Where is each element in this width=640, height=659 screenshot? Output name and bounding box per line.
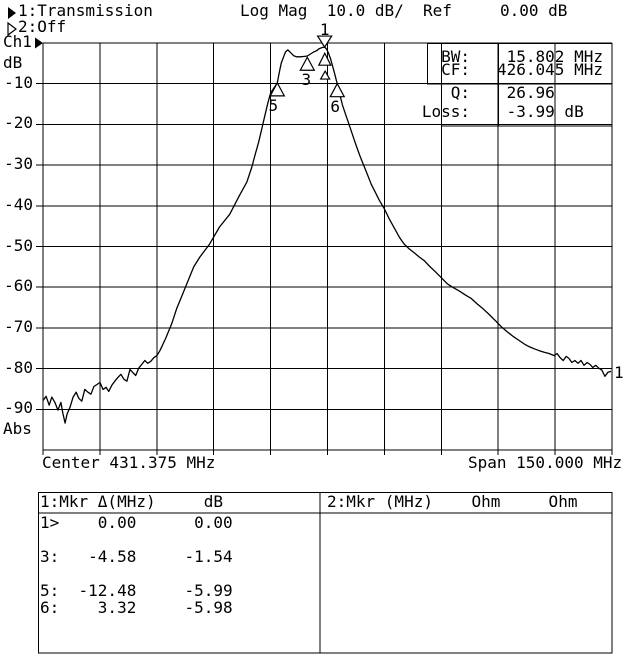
cf-label: CF: — [441, 60, 470, 79]
marker-up-triangle-icon[interactable] — [319, 69, 331, 80]
y-tick-label: -50 — [4, 235, 33, 255]
marker-label-6: 6 — [330, 96, 341, 116]
trace1-definition[interactable]: 1:Transmission — [18, 1, 153, 20]
marker-up-triangle-icon[interactable] — [269, 81, 286, 97]
marker-table2-header: 2:Mkr (MHz) Ohm Ohm — [327, 492, 578, 511]
marker-label-5: 5 — [268, 95, 279, 115]
marker-up-triangle-icon[interactable] — [329, 82, 346, 98]
loss-value: -3.99 dB — [497, 102, 584, 121]
marker-down-triangle-icon[interactable] — [316, 35, 333, 49]
q-label: Q: — [450, 83, 470, 102]
loss-label: Loss: — [421, 102, 470, 121]
measurement-format: Log Mag 10.0 dB/ Ref — [240, 1, 452, 20]
trace-number-label: 1 — [614, 363, 624, 382]
axis-unit-label: dB — [3, 53, 23, 72]
abs-scale-label: Abs — [3, 419, 32, 438]
y-tick-label: -70 — [4, 316, 33, 336]
marker-table1-header: 1:Mkr Δ(MHz) dB — [40, 492, 224, 511]
y-tick-label: -10 — [4, 72, 33, 92]
cf-value: 426.045 MHz — [497, 60, 603, 79]
y-tick-label: -20 — [4, 113, 33, 133]
marker-table2-border — [319, 492, 613, 654]
trace-polyline — [42, 46, 612, 424]
reference-value: 0.00 dB — [500, 1, 568, 20]
y-tick-label: -80 — [4, 357, 33, 377]
q-value: 26.96 — [497, 83, 555, 102]
y-tick-label: -60 — [4, 276, 33, 296]
open-right-triangle-icon — [7, 21, 17, 37]
y-tick-label: -40 — [4, 194, 33, 214]
marker-label-1: 1 — [319, 20, 330, 40]
marker-up-triangle-icon[interactable] — [317, 51, 332, 66]
filled-right-triangle-icon — [8, 7, 16, 19]
q-loss-box — [441, 83, 613, 127]
bw-value: 15.802 MHz — [497, 47, 603, 66]
span-label: Span 150.000 MHz — [468, 453, 623, 472]
reference-level-pointer-icon — [35, 37, 43, 49]
bw-label: BW: — [441, 47, 470, 66]
marker-up-triangle-icon[interactable] — [299, 55, 316, 71]
center-frequency-label: Center 431.375 MHz — [42, 453, 216, 472]
y-tick-label: -90 — [4, 398, 33, 418]
y-tick-label: -30 — [4, 154, 33, 174]
channel-label: Ch1 — [3, 32, 32, 51]
marker-label-3: 3 — [301, 70, 312, 90]
trace2-definition[interactable]: 2:Off — [18, 17, 67, 36]
marker-table1-rows: 1> 0.00 0.00 3: -4.58 -1.54 5: -12.48 -5… — [40, 513, 233, 617]
